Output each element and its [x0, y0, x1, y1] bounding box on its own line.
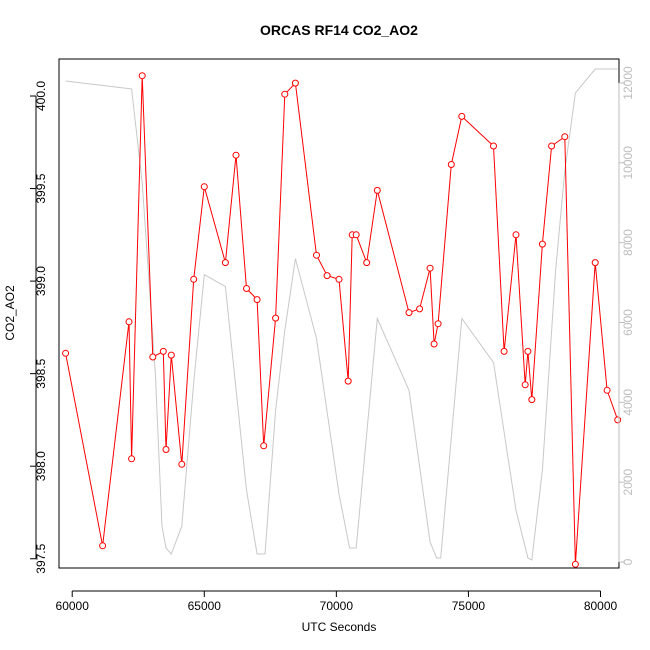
co2-data-point — [313, 251, 320, 259]
co2-data-point — [373, 186, 381, 194]
co2-data-point — [260, 442, 268, 450]
co2-data-point — [352, 231, 360, 239]
y-tick-label: 399.0 — [34, 266, 48, 296]
y2-tick-label: 0 — [621, 558, 635, 565]
co2-data-point — [149, 353, 157, 361]
y-tick-label: 398.0 — [34, 451, 48, 481]
x-tick-label: 75000 — [452, 599, 486, 613]
co2-data-point — [253, 296, 261, 304]
co2-data-point — [447, 161, 455, 168]
y-tick-label: 400.0 — [34, 81, 48, 111]
chart-title: ORCAS RF14 CO2_AO2 — [260, 22, 418, 38]
co2-data-point — [323, 272, 331, 280]
co2-data-point — [528, 396, 536, 404]
co2-data-point — [363, 259, 371, 267]
x-tick-label: 70000 — [320, 599, 354, 613]
co2-data-point — [434, 320, 442, 328]
co2-data-point — [561, 133, 569, 141]
y-tick-label: 397.5 — [34, 543, 48, 573]
co2-data-point — [62, 349, 70, 357]
y2-tick-label: 6000 — [621, 309, 635, 336]
co2-data-point — [291, 79, 299, 87]
co2-data-point — [490, 142, 497, 150]
co2-data-point — [200, 183, 208, 191]
co2-data-point — [221, 259, 229, 267]
x-axis-label: UTC Seconds — [302, 620, 377, 634]
co2-data-point — [524, 347, 532, 355]
y2-tick-label: 12000 — [621, 66, 635, 100]
co2-data-point — [458, 112, 466, 120]
y2-tick-label: 10000 — [621, 146, 635, 180]
co2-data-point — [500, 347, 508, 355]
co2-data-point — [138, 72, 146, 80]
co2-data-point — [591, 259, 599, 267]
co2-data-point — [128, 455, 136, 463]
co2-data-point — [426, 264, 434, 272]
co2-data-point — [405, 309, 413, 317]
x-tick-label: 80000 — [584, 599, 618, 613]
co2-data-point — [167, 351, 175, 359]
co2-data-point — [335, 275, 343, 283]
y-tick-label: 398.5 — [34, 358, 48, 388]
co2-data-point — [159, 347, 167, 355]
co2-series-line — [65, 75, 619, 565]
co2-data-point — [521, 381, 529, 389]
co2-data-point — [416, 305, 424, 313]
axes: 60000 65000 70000 75000 80000397.5398.0398.5… — [30, 66, 635, 613]
plot-area — [62, 68, 622, 568]
co2-data-point — [512, 231, 520, 239]
co2-data-point — [614, 416, 622, 424]
co2-data-point — [548, 142, 556, 150]
co2-data-point — [99, 542, 107, 550]
x-tick-label: 60000 — [56, 599, 90, 613]
x-tick-label: 65000 — [188, 599, 222, 613]
co2-data-point — [538, 240, 546, 248]
co2-data-point — [272, 314, 280, 322]
y2-tick-label: 2000 — [621, 469, 635, 496]
co2-data-point — [603, 386, 611, 394]
co2-data-point — [190, 275, 198, 283]
co2-data-point — [281, 90, 289, 98]
co2-data-point — [243, 285, 250, 292]
y2-tick-label: 8000 — [621, 229, 635, 256]
altitude-series-line — [65, 68, 618, 561]
co2-data-point — [430, 340, 438, 348]
co2-data-point — [571, 560, 579, 568]
co2-data-point — [232, 151, 240, 159]
y-axis-label: CO2_AO2 — [3, 285, 17, 341]
y2-tick-label: 4000 — [621, 389, 635, 416]
co2-data-point — [125, 318, 133, 326]
co2-data-point — [162, 446, 170, 453]
co2-data-point — [344, 377, 352, 385]
y-tick-label: 399.5 — [34, 173, 48, 203]
co2-data-point — [178, 460, 186, 468]
